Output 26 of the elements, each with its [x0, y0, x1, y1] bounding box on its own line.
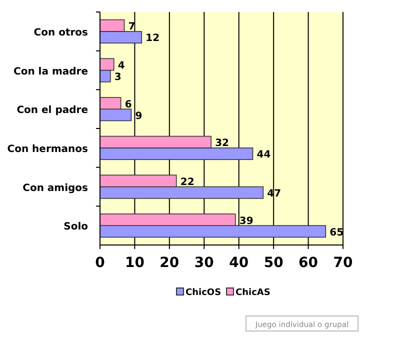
- x-tick-label: 60: [298, 255, 318, 271]
- data-label: 12: [146, 33, 160, 44]
- y-tick-label: Con el padre: [16, 105, 88, 116]
- data-label: 65: [330, 227, 344, 238]
- y-tick-label: Con la madre: [13, 66, 88, 78]
- data-label: 39: [239, 216, 254, 227]
- x-tick-label: 70: [333, 255, 353, 271]
- x-tick-label: 0: [95, 255, 106, 271]
- data-label: 6: [124, 99, 132, 110]
- x-tick-label: 40: [229, 255, 249, 271]
- y-tick-label: Con otros: [34, 27, 88, 38]
- data-label: 22: [180, 176, 194, 188]
- y-tick-label: Solo: [64, 222, 88, 233]
- data-label: 3: [114, 72, 122, 84]
- data-label: 9: [135, 110, 142, 122]
- x-tick-label: 20: [160, 255, 180, 271]
- legend-label: ChicOS: [186, 288, 222, 298]
- x-tick-label: 50: [264, 255, 284, 271]
- y-tick-label: Con hermanos: [7, 144, 88, 155]
- x-tick-label: 30: [194, 255, 214, 271]
- legend-label: ChicAS: [236, 288, 270, 298]
- data-label: 44: [256, 150, 271, 161]
- x-tick-label: 10: [124, 255, 145, 271]
- data-label: 32: [215, 138, 230, 150]
- y-tick-label: Con amigos: [22, 182, 88, 194]
- data-label: 4: [118, 60, 125, 72]
